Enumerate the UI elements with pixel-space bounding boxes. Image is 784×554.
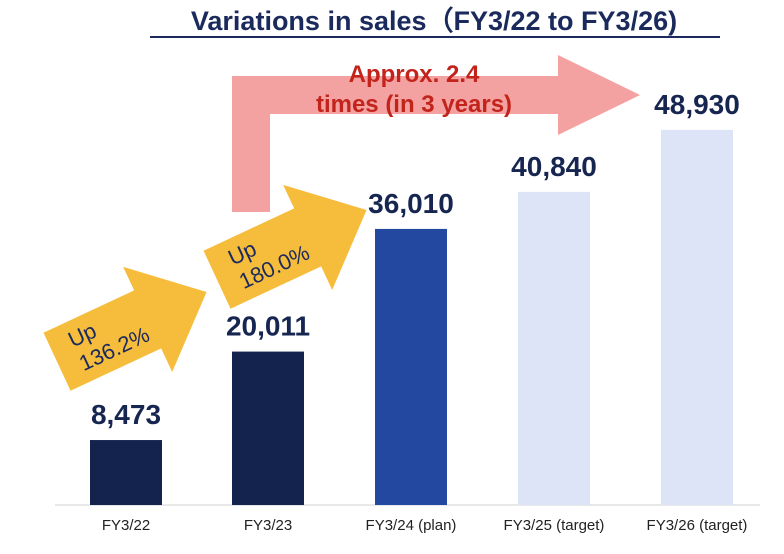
tick-label-3: FY3/24 (plan): [366, 517, 457, 534]
bar-5: [661, 129, 733, 505]
bars-group: [90, 129, 733, 506]
tick-label-2: FY3/23: [244, 517, 292, 534]
bar-3: [375, 228, 447, 505]
tick-label-4: FY3/25 (target): [504, 517, 605, 534]
value-label-3: 36,010: [368, 188, 454, 219]
chart-title: Variations in sales（FY3/22 to FY3/26): [191, 6, 677, 36]
tick-labels-group: FY3/22 FY3/23 FY3/24 (plan) FY3/25 (target)…: [102, 517, 748, 534]
overall-growth-text-line2: times (in 3 years): [316, 91, 512, 118]
value-labels-group: 8,473 20,011 36,010 40,840 48,930: [91, 89, 740, 430]
growth-arrow-2: Up 180.0%: [203, 184, 367, 309]
bar-2: [232, 351, 304, 505]
growth-arrow-1-shape: [43, 266, 207, 391]
value-label-1: 8,473: [91, 399, 161, 430]
bar-4: [518, 191, 590, 506]
overall-growth-text-line1: Approx. 2.4: [349, 61, 480, 88]
bar-1: [90, 440, 162, 505]
tick-label-1: FY3/22: [102, 517, 150, 534]
growth-arrow-1: Up 136.2%: [43, 266, 207, 391]
tick-label-5: FY3/26 (target): [647, 517, 748, 534]
value-label-4: 40,840: [511, 151, 597, 182]
growth-arrow-2-shape: [203, 184, 367, 309]
value-label-2: 20,011: [226, 311, 310, 342]
value-label-5: 48,930: [654, 89, 740, 120]
overall-growth-arrow: [232, 55, 640, 212]
